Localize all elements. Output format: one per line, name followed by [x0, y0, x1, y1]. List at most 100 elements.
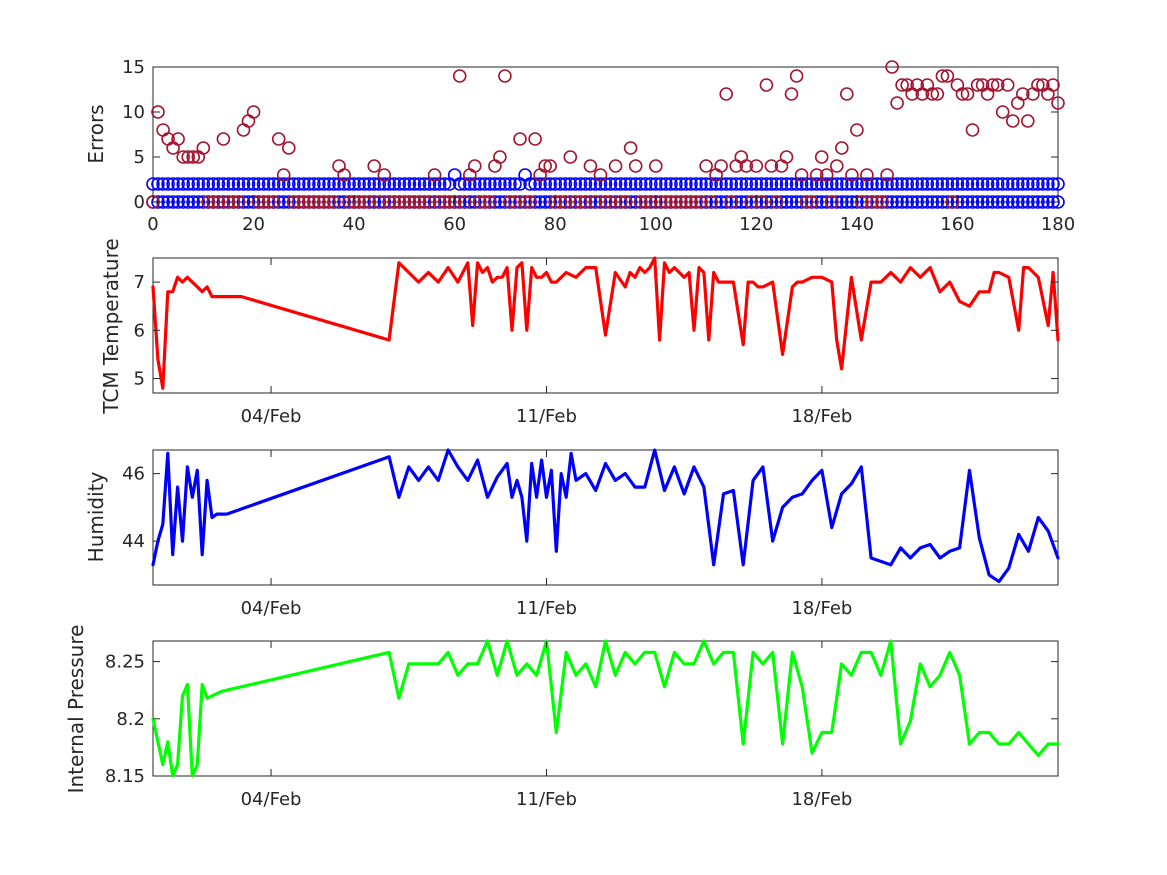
error-marker-s1-84	[568, 195, 583, 209]
x-tick-label: 04/Feb	[241, 598, 302, 619]
error-marker-s0-306	[915, 195, 930, 209]
error-marker-s0-1	[146, 177, 160, 191]
error-marker-s0-239	[744, 177, 759, 191]
x-tick-label: 18/Feb	[791, 789, 852, 810]
error-marker-s0-49	[266, 177, 281, 191]
error-marker-s1-107	[684, 195, 698, 209]
error-marker-s0-301	[900, 177, 915, 191]
error-marker-s0-266	[814, 195, 829, 209]
error-marker-s0-9	[166, 177, 180, 191]
y-tick-label: 44	[122, 531, 145, 552]
error-marker-s0-265	[809, 177, 824, 191]
error-marker-s0-154	[533, 195, 547, 209]
pressure-series-line	[151, 639, 1060, 778]
error-marker-s0-161	[548, 177, 563, 191]
error-marker-s0-175	[583, 177, 598, 191]
error-marker-s0-313	[930, 177, 945, 191]
error-marker-s0-45	[256, 177, 271, 191]
error-marker-s0-354	[1036, 195, 1050, 209]
error-marker-s0-143	[503, 177, 517, 191]
error-marker-s0-165	[558, 177, 573, 191]
error-marker-s0-302	[905, 195, 920, 209]
error-marker-s0-339	[995, 177, 1010, 191]
error-marker-s1-159	[945, 195, 960, 209]
error-marker-s0-258	[794, 195, 809, 209]
error-marker-s0-14	[181, 195, 195, 209]
error-marker-s0-299	[895, 177, 909, 191]
error-marker-s1-130	[799, 195, 814, 209]
error-marker-s0-133	[477, 177, 492, 191]
error-marker-s0-195	[633, 177, 648, 191]
error-marker-s0-2	[151, 195, 165, 209]
error-marker-s0-113	[427, 177, 442, 191]
error-marker-s0-159	[543, 177, 558, 191]
temperature-line	[151, 256, 1060, 390]
error-marker-s0-256	[789, 195, 804, 209]
error-marker-s0-333	[980, 177, 995, 191]
pressure-x-ticks: 04/Feb 11/Feb 18/Feb	[241, 641, 852, 810]
error-marker-s1-136	[829, 159, 844, 173]
error-marker-s0-122	[452, 195, 467, 209]
error-marker-s1-34	[317, 195, 331, 209]
error-marker-s1-5	[171, 132, 185, 146]
error-marker-s0-18	[191, 195, 206, 209]
error-marker-s1-31	[302, 195, 316, 209]
error-marker-s0-244	[759, 195, 774, 209]
error-marker-s1-90	[598, 195, 613, 209]
error-marker-s0-136	[488, 195, 502, 209]
x-tick-label: 120	[739, 214, 773, 235]
error-marker-s0-349	[1021, 177, 1035, 191]
error-marker-s1-13	[211, 195, 226, 209]
error-marker-s0-233	[729, 177, 744, 191]
error-marker-s0-112	[427, 195, 442, 209]
error-marker-s0-250	[774, 195, 789, 209]
error-marker-s0-269	[819, 177, 834, 191]
error-marker-s1-54	[417, 195, 432, 209]
error-marker-s0-353	[1031, 177, 1045, 191]
error-marker-s0-39	[241, 177, 256, 191]
error-marker-s1-104	[669, 195, 683, 209]
error-marker-s0-255	[784, 177, 799, 191]
error-marker-s0-76	[337, 195, 351, 209]
error-marker-s1-71	[503, 195, 517, 209]
error-marker-s0-275	[834, 177, 849, 191]
error-marker-s1-102	[658, 195, 673, 209]
error-marker-s1-174	[1021, 114, 1035, 128]
error-marker-s0-329	[970, 177, 985, 191]
error-marker-s1-131	[804, 195, 819, 209]
error-marker-s0-47	[261, 177, 276, 191]
error-marker-s1-115	[724, 195, 739, 209]
error-marker-s0-231	[724, 177, 739, 191]
error-marker-s0-211	[674, 177, 688, 191]
error-marker-s0-20	[196, 195, 211, 209]
error-marker-s0-52	[276, 195, 291, 209]
error-marker-s1-113	[714, 159, 728, 173]
error-marker-s0-272	[829, 195, 844, 209]
error-marker-s0-245	[759, 177, 774, 191]
error-marker-s0-213	[679, 177, 693, 191]
error-marker-s0-3	[151, 177, 165, 191]
error-marker-s0-298	[895, 195, 909, 209]
error-marker-s0-259	[794, 177, 809, 191]
error-marker-s1-52	[407, 195, 422, 209]
error-marker-s0-151	[523, 177, 537, 191]
error-marker-s0-219	[694, 177, 708, 191]
error-marker-s0-324	[960, 195, 975, 209]
error-marker-s1-57	[432, 195, 447, 209]
temperature-axes: 04/Feb 11/Feb 18/Feb 5 6 7 TCM Temperature	[99, 238, 1060, 427]
error-marker-s0-314	[935, 195, 950, 209]
error-marker-s1-119	[744, 195, 759, 209]
error-marker-s0-264	[809, 195, 824, 209]
error-marker-s0-21	[196, 177, 211, 191]
error-marker-s0-5	[156, 177, 170, 191]
error-marker-s0-246	[764, 195, 779, 209]
error-marker-s1-120	[749, 159, 764, 173]
error-marker-s0-71	[322, 177, 336, 191]
error-marker-s0-220	[699, 195, 713, 209]
error-marker-s0-330	[975, 195, 990, 209]
error-marker-s0-351	[1026, 177, 1040, 191]
error-marker-s0-326	[965, 195, 980, 209]
error-marker-s0-217	[689, 177, 703, 191]
error-marker-s0-303	[905, 177, 920, 191]
error-marker-s0-344	[1010, 195, 1025, 209]
